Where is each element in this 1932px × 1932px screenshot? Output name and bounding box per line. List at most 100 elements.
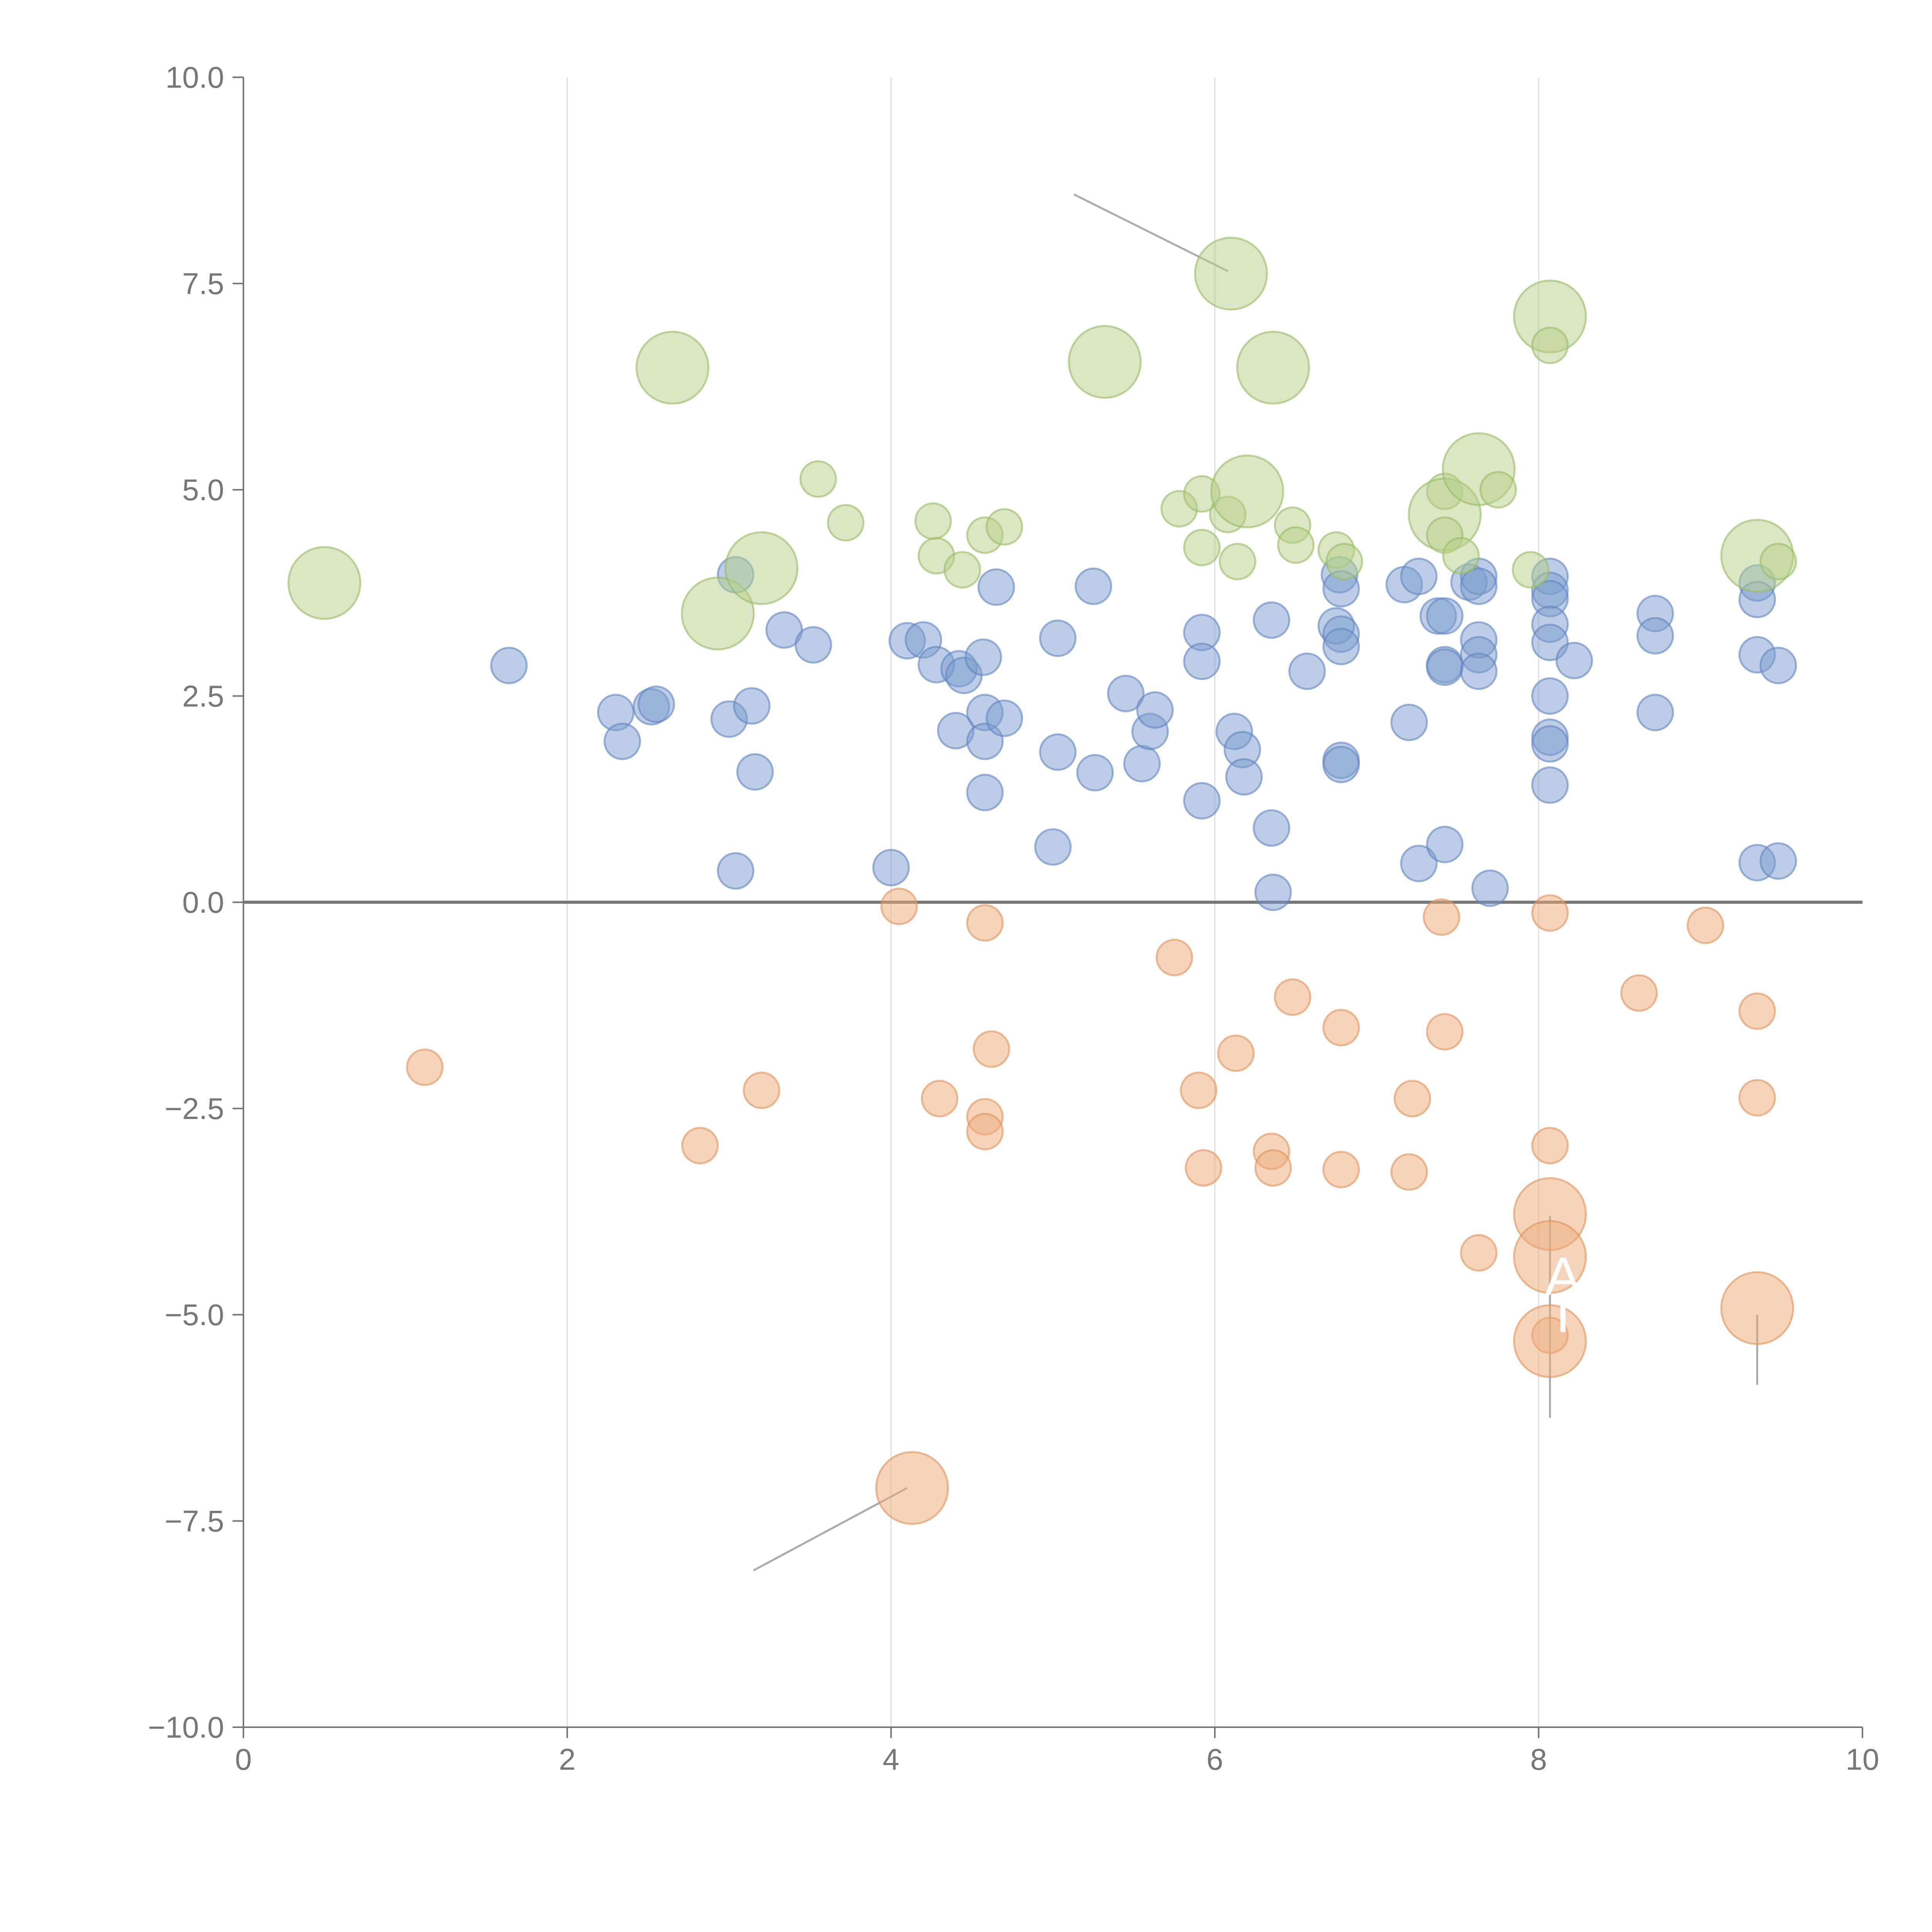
y-tick-label: −10.0: [148, 1710, 224, 1744]
x-tick-label: 6: [1206, 1742, 1223, 1776]
bubble-low: [743, 1071, 781, 1109]
bubble-low: [1322, 1009, 1360, 1047]
bubble-low: [1531, 1127, 1569, 1165]
x-tick-label: 10: [1846, 1742, 1879, 1776]
annotations: AI: [1545, 1246, 1581, 1344]
bubble-low: [681, 1127, 719, 1165]
bubble-mid: [1075, 567, 1112, 605]
x-tick-label: 8: [1530, 1742, 1547, 1776]
bubble-mid: [1426, 648, 1464, 686]
bubble-mid: [1322, 745, 1360, 783]
bubble-low: [1393, 1080, 1431, 1117]
bubble-mid: [1636, 617, 1674, 655]
bubble-mid: [1426, 826, 1464, 864]
y-tick-label: 7.5: [182, 267, 224, 301]
x-tick-label: 0: [235, 1742, 252, 1776]
bubble-mid: [1531, 766, 1569, 804]
bubble-mid: [603, 723, 641, 760]
bubble-low: [1180, 1071, 1218, 1109]
bubble-low: [1513, 1220, 1587, 1294]
bubble-low: [1155, 939, 1193, 976]
y-tick-label: 2.5: [182, 679, 224, 713]
bubble-mid: [1636, 694, 1674, 731]
bubble-mid: [1322, 628, 1360, 665]
bubble-mid: [637, 685, 675, 723]
bubble-mid: [1471, 869, 1509, 907]
bubble-low: [1738, 992, 1776, 1030]
bubble-mid: [1400, 845, 1438, 883]
bubble-high: [1325, 543, 1363, 580]
bubble-mid: [736, 753, 774, 791]
bubble-high: [799, 460, 837, 498]
bubble-low: [1460, 1234, 1498, 1272]
bubble-high: [1759, 543, 1797, 580]
bubble-high: [1512, 551, 1549, 589]
bubble-mid: [1034, 828, 1072, 866]
bubble-high: [1531, 327, 1569, 364]
annotation-label: A: [1545, 1246, 1581, 1306]
y-tick-labels: 10.0 7.5 5.0 2.5 0.0 −2.5 −5.0 −7.5 −10.0: [148, 60, 243, 1744]
y-tick-label: −7.5: [165, 1504, 224, 1538]
bubble-low: [1217, 1034, 1255, 1072]
bubble-mid: [1288, 652, 1326, 690]
bubble-mid: [1531, 677, 1569, 715]
bubble-low: [966, 904, 1004, 942]
bubble-high: [681, 577, 755, 651]
bubble-low: [1390, 1153, 1428, 1191]
bubble-mid: [1107, 675, 1145, 713]
bubble-mid: [733, 687, 771, 725]
bubble-mid: [1460, 652, 1498, 690]
bubble-low: [880, 888, 918, 925]
bubble-high: [724, 531, 799, 605]
bubble-mid: [1039, 619, 1077, 657]
bubble-mid: [1555, 641, 1593, 679]
bubble-mid: [985, 699, 1023, 737]
bubble-mid: [966, 774, 1004, 811]
bubble-mid: [1254, 873, 1292, 911]
bubble-low: [1423, 898, 1461, 936]
y-tick-label: 0.0: [182, 885, 224, 919]
annotation-label: I: [1555, 1283, 1570, 1344]
bubble-low: [1322, 1151, 1360, 1189]
bubble-mid: [1039, 733, 1077, 771]
bubble-high: [1194, 236, 1268, 311]
bubble-mid: [1759, 842, 1797, 880]
series-low: [406, 888, 1794, 1525]
bubble-mid: [1759, 646, 1797, 684]
bubble-mid: [1253, 809, 1291, 847]
bubble-low: [875, 1451, 949, 1525]
bubble-mid: [964, 638, 1002, 676]
bubble-low: [1738, 1079, 1776, 1117]
bubble-low: [1720, 1271, 1794, 1345]
bubble-mid: [1076, 754, 1114, 792]
bubble-high: [287, 546, 361, 620]
bubble-high: [914, 502, 952, 540]
bubble-mid: [1136, 691, 1174, 729]
bubble-high: [827, 504, 865, 542]
bubble-mid: [1390, 704, 1428, 742]
bubble-high: [1068, 325, 1142, 399]
bubble-mid: [1460, 567, 1498, 605]
bubble-low: [1513, 1304, 1587, 1378]
bubble-low: [921, 1080, 959, 1117]
bubble-low: [406, 1048, 444, 1086]
bubble-mid: [1426, 597, 1464, 635]
bubble-high: [1210, 454, 1284, 529]
bubble-low: [1620, 974, 1658, 1012]
bubble-low: [1531, 894, 1569, 932]
x-tick-label: 2: [559, 1742, 575, 1776]
bubble-mid: [1400, 558, 1438, 595]
bubble-high: [943, 551, 981, 589]
bubble-high: [985, 508, 1023, 546]
y-tick-label: 5.0: [182, 473, 224, 507]
x-tick-label: 4: [883, 1742, 899, 1776]
bubble-mid: [794, 626, 832, 664]
bubble-high: [635, 331, 709, 405]
bubble-mid: [1183, 643, 1221, 680]
bubble-mid: [1531, 725, 1569, 763]
y-tick-label: 10.0: [165, 60, 224, 94]
bubble-mid: [1183, 782, 1221, 820]
bubble-mid: [490, 646, 528, 684]
bubble-high: [1479, 471, 1517, 509]
